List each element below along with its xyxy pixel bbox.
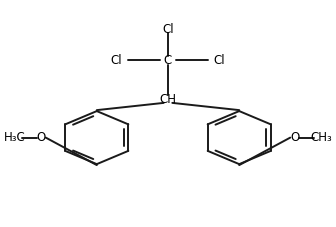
Text: O: O (290, 131, 299, 144)
Text: Cl: Cl (111, 54, 122, 67)
Text: Cl: Cl (214, 54, 225, 67)
Text: Cl: Cl (162, 23, 174, 36)
Text: CH: CH (160, 93, 176, 106)
Text: H₃C: H₃C (4, 131, 26, 144)
Text: C: C (164, 54, 172, 67)
Text: O: O (37, 131, 46, 144)
Text: CH₃: CH₃ (310, 131, 332, 144)
